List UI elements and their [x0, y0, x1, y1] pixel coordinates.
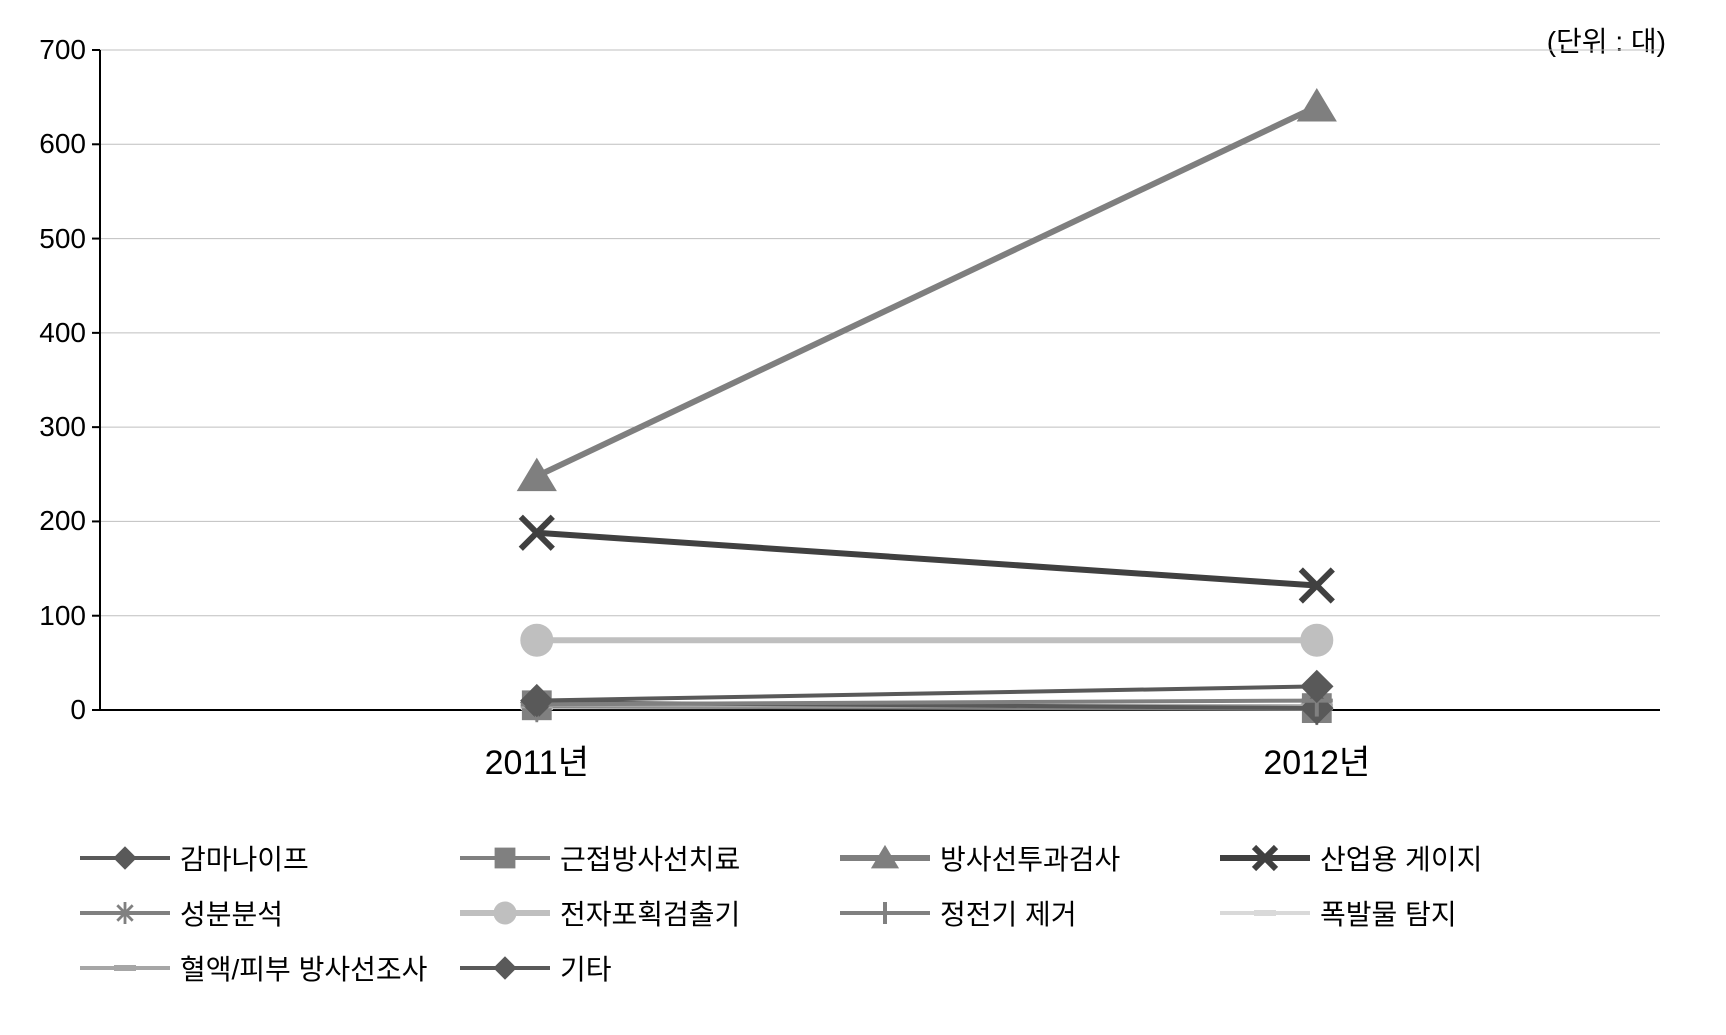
legend: 감마나이프 근접방사선치료 방사선투과검사 산업용 게이지성분분석 전자포획검출기 정전기… [80, 830, 1640, 995]
legend-label: 기타 [560, 948, 612, 988]
legend-item: 근접방사선치료 [460, 830, 840, 885]
y-tick-label: 200 [26, 505, 86, 537]
plot-area [100, 50, 1660, 710]
legend-label: 전자포획검출기 [560, 893, 740, 933]
legend-label: 혈액/피부 방사선조사 [180, 948, 427, 988]
legend-swatch [80, 953, 170, 983]
y-tick-label: 400 [26, 317, 86, 349]
legend-label: 산업용 게이지 [1320, 838, 1482, 878]
legend-swatch [80, 843, 170, 873]
y-tick-label: 0 [26, 694, 86, 726]
x-tick-label: 2012년 [1263, 735, 1370, 784]
legend-swatch [460, 953, 550, 983]
legend-swatch [460, 898, 550, 928]
plot-svg [100, 50, 1660, 710]
legend-item: 혈액/피부 방사선조사 [80, 940, 460, 995]
y-tick-label: 500 [26, 223, 86, 255]
line-chart: (단위 : 대) 0100200300400500600700 2011년201… [20, 20, 1706, 1015]
legend-label: 폭발물 탐지 [1320, 893, 1457, 933]
legend-label: 성분분석 [180, 893, 283, 933]
legend-item: 감마나이프 [80, 830, 460, 885]
legend-swatch [1220, 898, 1310, 928]
legend-swatch [1220, 843, 1310, 873]
legend-label: 근접방사선치료 [560, 838, 740, 878]
legend-item: 정전기 제거 [840, 885, 1220, 940]
legend-item: 폭발물 탐지 [1220, 885, 1600, 940]
legend-item: 방사선투과검사 [840, 830, 1220, 885]
legend-item: 성분분석 [80, 885, 460, 940]
legend-label: 감마나이프 [180, 838, 309, 878]
legend-label: 정전기 제거 [940, 893, 1077, 933]
y-tick-label: 100 [26, 600, 86, 632]
y-tick-label: 300 [26, 411, 86, 443]
legend-swatch [840, 843, 930, 873]
legend-swatch [840, 898, 930, 928]
legend-item: 산업용 게이지 [1220, 830, 1600, 885]
legend-item: 기타 [460, 940, 840, 995]
y-tick-label: 600 [26, 128, 86, 160]
legend-item: 전자포획검출기 [460, 885, 840, 940]
legend-swatch [80, 898, 170, 928]
y-tick-label: 700 [26, 34, 86, 66]
legend-swatch [460, 843, 550, 873]
legend-label: 방사선투과검사 [940, 838, 1120, 878]
x-tick-label: 2011년 [485, 735, 589, 784]
